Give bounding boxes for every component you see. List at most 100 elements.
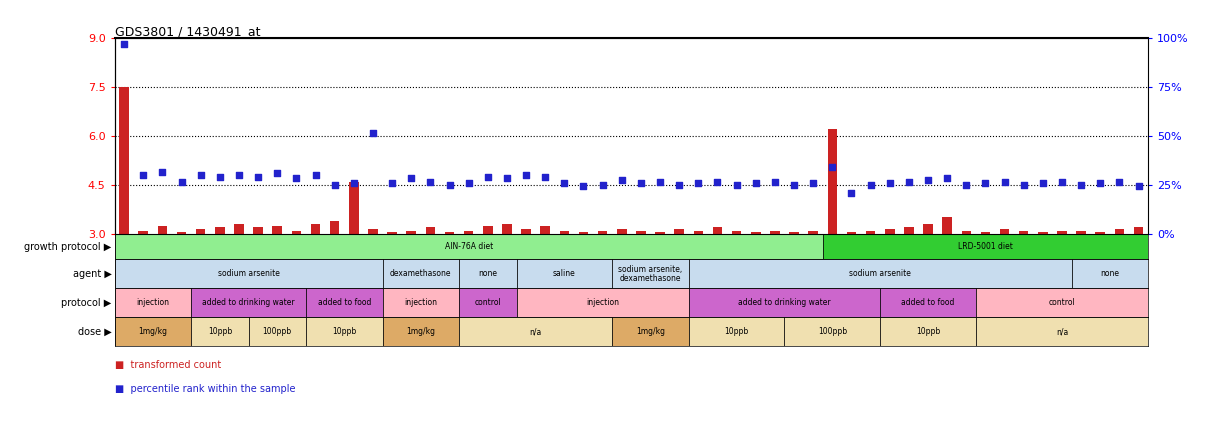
Bar — [459, 259, 516, 289]
Point — [440, 181, 459, 188]
Bar — [636, 230, 645, 234]
Point — [1129, 183, 1148, 190]
Text: 1mg/kg: 1mg/kg — [139, 327, 168, 337]
Bar — [191, 317, 248, 346]
Bar — [248, 317, 306, 346]
Text: growth protocol ▶: growth protocol ▶ — [24, 242, 111, 252]
Bar — [459, 317, 613, 346]
Point — [306, 171, 326, 178]
Point — [995, 178, 1014, 185]
Bar — [784, 317, 880, 346]
Bar — [368, 229, 377, 234]
Bar — [387, 232, 397, 234]
Point — [153, 168, 172, 175]
Bar — [771, 230, 779, 234]
Point — [1090, 180, 1110, 187]
Bar — [115, 317, 191, 346]
Point — [822, 163, 842, 170]
Point — [650, 178, 669, 185]
Bar — [617, 229, 627, 234]
Point — [1034, 180, 1053, 187]
Bar — [732, 230, 742, 234]
Text: control: control — [1048, 298, 1076, 307]
Bar — [713, 227, 722, 234]
Point — [861, 181, 880, 188]
Bar — [516, 259, 613, 289]
Bar — [1076, 230, 1085, 234]
Point — [248, 173, 268, 180]
Point — [766, 178, 785, 185]
Bar — [689, 317, 784, 346]
Bar — [502, 224, 511, 234]
Text: saline: saline — [554, 270, 575, 278]
Bar — [464, 230, 474, 234]
Bar — [215, 227, 224, 234]
Bar — [880, 289, 976, 317]
Point — [172, 178, 192, 185]
Point — [956, 181, 976, 188]
Text: 100ppb: 100ppb — [818, 327, 847, 337]
Point — [613, 176, 632, 183]
Text: injection: injection — [404, 298, 438, 307]
Bar — [382, 259, 459, 289]
Bar — [1019, 230, 1029, 234]
Bar — [847, 232, 856, 234]
Text: control: control — [474, 298, 502, 307]
Bar — [976, 289, 1148, 317]
Point — [382, 180, 402, 187]
Point — [478, 173, 497, 180]
Text: none: none — [479, 270, 497, 278]
Text: LRD-5001 diet: LRD-5001 diet — [958, 242, 1013, 251]
Bar — [924, 224, 932, 234]
Point — [210, 173, 229, 180]
Bar — [306, 289, 382, 317]
Point — [593, 181, 613, 188]
Point — [459, 180, 479, 187]
Bar — [904, 227, 914, 234]
Bar — [976, 317, 1148, 346]
Point — [937, 174, 956, 182]
Bar — [1038, 232, 1048, 234]
Bar — [306, 317, 382, 346]
Text: protocol ▶: protocol ▶ — [62, 298, 111, 308]
Text: added to food: added to food — [317, 298, 371, 307]
Text: 100ppb: 100ppb — [263, 327, 292, 337]
Bar — [119, 87, 129, 234]
Point — [631, 180, 650, 187]
Bar — [253, 227, 263, 234]
Text: sodium arsenite: sodium arsenite — [849, 270, 911, 278]
Point — [747, 180, 766, 187]
Bar — [292, 230, 302, 234]
Bar — [689, 289, 880, 317]
Point — [229, 171, 248, 178]
Bar — [613, 317, 689, 346]
Bar — [961, 230, 971, 234]
Bar — [540, 226, 550, 234]
Point — [1014, 181, 1034, 188]
Point — [574, 183, 593, 190]
Text: sodium arsenite,
dexamethasone: sodium arsenite, dexamethasone — [619, 265, 683, 283]
Bar — [330, 221, 339, 234]
Point — [516, 171, 535, 178]
Bar — [382, 289, 459, 317]
Point — [402, 174, 421, 182]
Bar — [459, 289, 516, 317]
Bar — [885, 229, 895, 234]
Bar — [311, 224, 321, 234]
Bar — [234, 224, 244, 234]
Bar — [115, 234, 822, 259]
Bar — [789, 232, 798, 234]
Point — [191, 171, 210, 178]
Text: injection: injection — [586, 298, 619, 307]
Point — [803, 180, 822, 187]
Bar — [158, 226, 168, 234]
Text: 1mg/kg: 1mg/kg — [636, 327, 665, 337]
Point — [326, 181, 345, 188]
Text: 1mg/kg: 1mg/kg — [406, 327, 435, 337]
Bar — [880, 317, 976, 346]
Bar — [139, 230, 148, 234]
Bar — [598, 230, 608, 234]
Point — [363, 129, 382, 136]
Bar — [1095, 232, 1105, 234]
Point — [880, 180, 900, 187]
